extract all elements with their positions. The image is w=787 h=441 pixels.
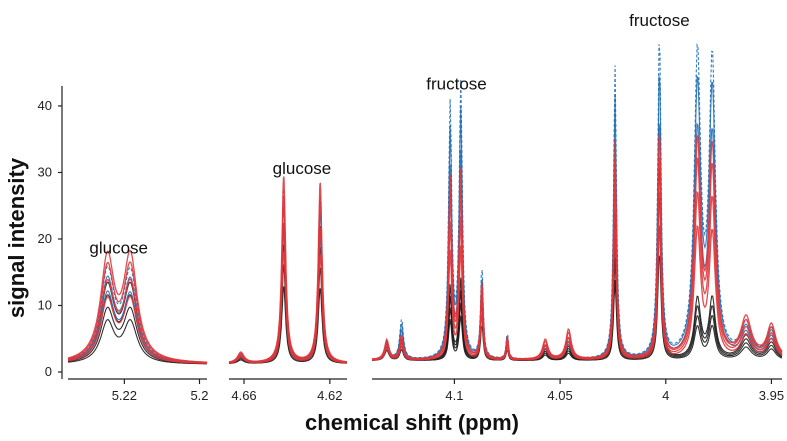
- red-spectrum-trace: [67, 249, 208, 363]
- y-tick-label: 20: [38, 231, 52, 246]
- red-spectrum-trace: [372, 224, 783, 361]
- peak-annotation: glucose: [89, 239, 148, 258]
- x-tick-label: 5.22: [112, 388, 137, 403]
- peak-annotation: fructose: [629, 11, 689, 30]
- y-tick-label: 40: [38, 98, 52, 113]
- peak-annotation: fructose: [426, 74, 486, 93]
- peak-annotation: glucose: [273, 159, 332, 178]
- panel-1: 5.22 5.2: [67, 249, 209, 403]
- red-spectrum-trace: [67, 278, 207, 364]
- black-spectrum-trace: [67, 319, 207, 365]
- y-axis: 0 10 20 30 40: [38, 86, 63, 379]
- y-tick-label: 10: [38, 297, 52, 312]
- x-tick-label: 4.62: [317, 388, 342, 403]
- x-tick-label: 4.66: [231, 388, 256, 403]
- y-tick-label: 30: [38, 164, 52, 179]
- y-tick-label: 0: [45, 364, 52, 379]
- spectrum-panels: 5.22 5.2 4.66 4.62 4.1 4.05 4 3.95: [67, 43, 784, 403]
- panel-2: 4.66 4.62: [228, 176, 347, 403]
- x-tick-label: 3.95: [759, 388, 784, 403]
- y-axis-title: signal intensity: [4, 157, 29, 318]
- x-tick-label: 4: [662, 388, 669, 403]
- x-tick-label: 5.2: [190, 388, 208, 403]
- red-spectrum-trace: [67, 295, 207, 365]
- red-spectrum-trace: [371, 134, 783, 360]
- black-spectrum-trace: [372, 226, 783, 361]
- black-spectrum-trace: [372, 255, 783, 361]
- x-tick-label: 4.1: [445, 388, 463, 403]
- red-spectrum-trace: [372, 190, 783, 361]
- x-tick-label: 4.05: [547, 388, 572, 403]
- red-spectrum-trace: [228, 176, 347, 363]
- x-axis-title: chemical shift (ppm): [305, 410, 519, 435]
- panel-3: 4.1 4.05 4 3.95: [371, 43, 784, 403]
- peak-annotations: glucose glucose fructose fructose: [89, 11, 689, 258]
